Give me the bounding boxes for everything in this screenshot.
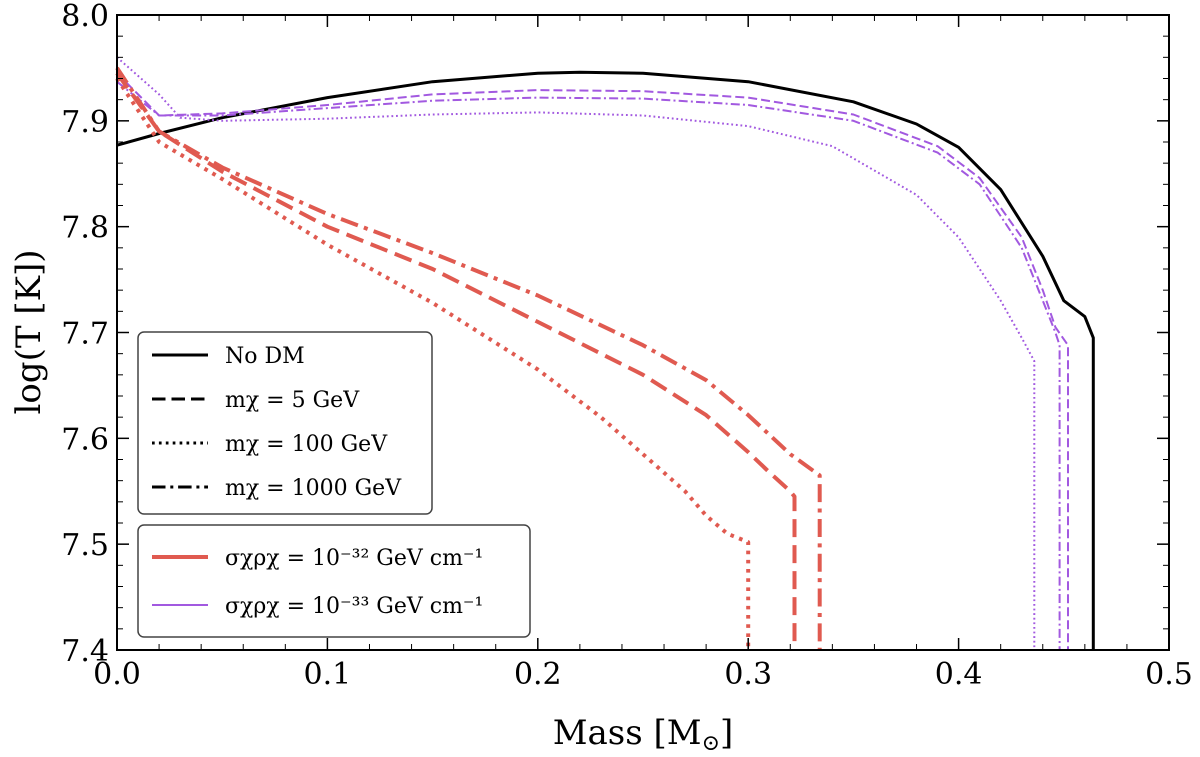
y-tick-label: 7.9	[61, 105, 109, 140]
plot-frame	[116, 14, 1170, 651]
series-line-4-m-1000-gev-10	[116, 80, 1061, 650]
series-line-6-m-100-gev-10	[115, 77, 751, 650]
legend-colors-box	[137, 524, 531, 638]
legend-color-label-purple: σχρχ = 10⁻³³ GeV cm⁻¹	[225, 594, 483, 619]
y-tick-label: 7.4	[61, 634, 109, 669]
legend-linestyles-box	[137, 331, 433, 515]
series-line-7-m-1000-gev-10	[115, 66, 822, 650]
x-tick-label: 0.4	[935, 657, 983, 692]
series-line-1-no-dm	[116, 70, 1095, 650]
legend-style-label-solid: No DM	[225, 344, 305, 369]
x-tick-label: 0.3	[724, 657, 772, 692]
y-tick-label: 7.7	[61, 317, 109, 352]
ticks-layer: 0.0 0.1 0.2 0.3 0.4 0.5 7.4 7.5 7.6 7.7 7.8 7.9 8.0	[61, 0, 1193, 692]
y-tick-label: 7.5	[61, 528, 109, 563]
series-line-3-m-100-gev-10	[116, 56, 1036, 650]
series-line-5-m-5-gev-10	[115, 72, 797, 650]
x-tick-label: 0.1	[304, 657, 352, 692]
legend-color-label-red: σχρχ = 10⁻³² GeV cm⁻¹	[225, 546, 483, 571]
x-axis-title: Mass [M⊙]	[553, 713, 734, 756]
legend-style-label-dashed: mχ = 5 GeV	[225, 388, 360, 413]
y-axis-title: log(T [K])	[9, 249, 49, 414]
legend-style-label-dashdot: mχ = 1000 GeV	[225, 476, 402, 501]
legend-style-label-dotted: mχ = 100 GeV	[225, 432, 388, 457]
x-tick-label: 0.5	[1145, 657, 1193, 692]
legend-colors: σχρχ = 10⁻³² GeV cm⁻¹ σχρχ = 10⁻³³ GeV cm…	[137, 524, 531, 638]
series-line-2-m-5-gev-10	[116, 72, 1069, 650]
y-tick-label: 7.8	[61, 211, 109, 246]
series-layer	[115, 56, 1095, 650]
y-tick-label: 8.0	[61, 0, 109, 34]
y-tick-label: 7.6	[61, 422, 109, 457]
x-tick-label: 0.0	[93, 657, 141, 692]
legend-linestyles: No DM mχ = 5 GeV mχ = 100 GeV mχ = 1000 GeV	[137, 331, 433, 515]
x-tick-label: 0.2	[514, 657, 562, 692]
